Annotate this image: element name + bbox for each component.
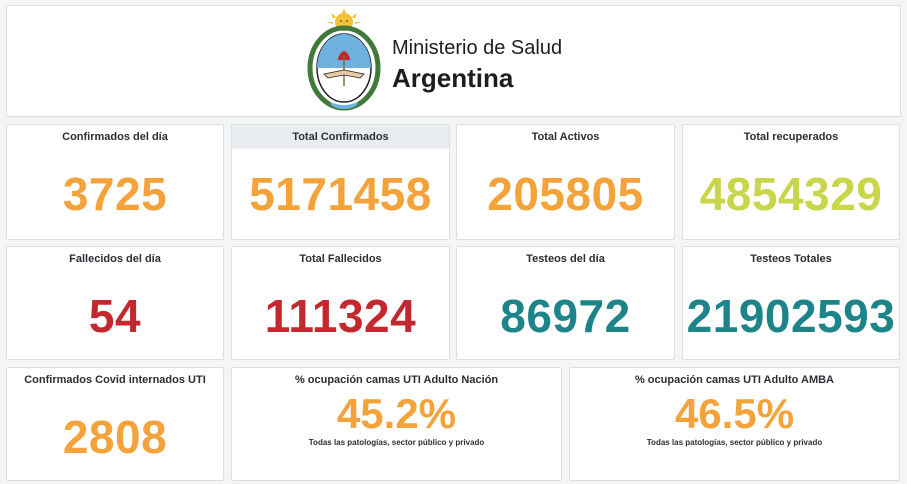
occupancy-subtitle: Todas las patologías, sector público y p… <box>308 438 485 447</box>
stat-panel-fallecidos-dia: Fallecidos del día 54 <box>6 246 224 360</box>
panel-title: Confirmados del día <box>62 131 168 143</box>
panel-title: Total recuperados <box>743 131 839 143</box>
stat-value: 54 <box>88 290 142 342</box>
occupancy-subtitle: Todas las patologías, sector público y p… <box>646 438 823 447</box>
stat-panel-total-confirmados: Total Confirmados 5171458 <box>231 124 450 240</box>
panel-title: Confirmados Covid internados UTI <box>24 374 206 386</box>
occupancy-panel-amba: % ocupación camas UTI Adulto AMBA 46.5% … <box>569 367 900 481</box>
panel-title: Fallecidos del día <box>69 253 161 265</box>
stat-panel-testeos-dia: Testeos del día 86972 <box>456 246 675 360</box>
stat-value: 111324 <box>264 290 417 342</box>
panel-title: % ocupación camas UTI Adulto Nación <box>294 374 499 386</box>
occupancy-value: 46.5% <box>674 390 795 437</box>
stat-panel-confirmados-dia: Confirmados del día 3725 <box>6 124 224 240</box>
panel-title: Total Confirmados <box>232 125 449 149</box>
panel-title: Total Activos <box>531 131 600 143</box>
stat-value: 86972 <box>500 290 631 342</box>
stat-value: 21902593 <box>686 290 896 342</box>
stat-panel-total-activos: Total Activos 205805 <box>456 124 675 240</box>
stat-panel-total-fallecidos: Total Fallecidos 111324 <box>231 246 450 360</box>
stat-panel-total-recuperados: Total recuperados 4854329 <box>682 124 900 240</box>
stat-value: 205805 <box>487 168 644 220</box>
country-name: Argentina <box>392 63 514 93</box>
stat-value: 2808 <box>62 411 168 463</box>
panel-title: Total Fallecidos <box>299 253 382 265</box>
occupancy-panel-nacion: % ocupación camas UTI Adulto Nación 45.2… <box>231 367 562 481</box>
stat-value: 3725 <box>62 168 168 220</box>
stat-panel-internados-uti: Confirmados Covid internados UTI 2808 <box>6 367 224 481</box>
panel-title: Testeos del día <box>526 253 605 265</box>
ministry-name: Ministerio de Salud <box>392 37 563 59</box>
occupancy-value: 45.2% <box>336 390 457 437</box>
panel-title: % ocupación camas UTI Adulto AMBA <box>634 374 835 386</box>
header-panel: Ministerio de Salud Argentina <box>6 5 901 117</box>
panel-title: Testeos Totales <box>750 253 832 265</box>
argentina-coat-of-arms-icon <box>307 8 381 111</box>
stat-value: 4854329 <box>699 168 883 220</box>
stat-panel-testeos-totales: Testeos Totales 21902593 <box>682 246 900 360</box>
stat-value: 5171458 <box>249 168 432 220</box>
